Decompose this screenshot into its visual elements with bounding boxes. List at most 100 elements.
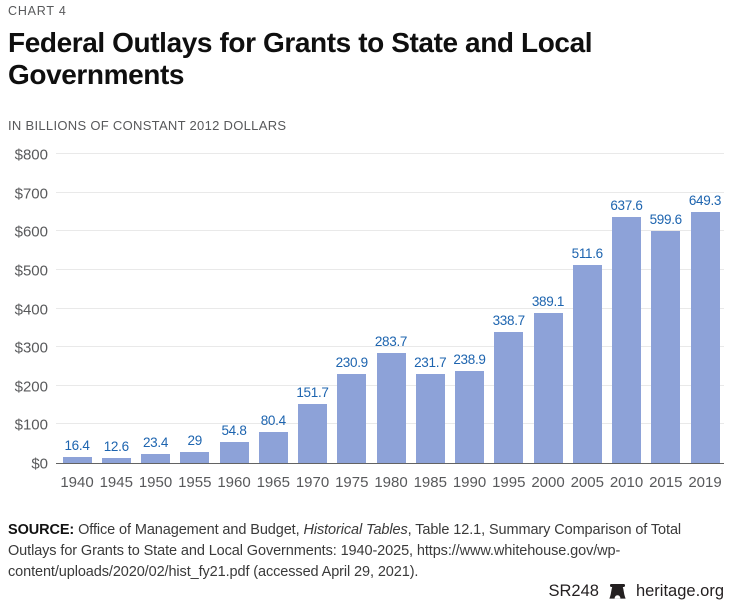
- bar-slot: 649.3: [688, 193, 722, 463]
- bar-value-label: 599.6: [649, 212, 683, 228]
- bar-value-label: 649.3: [688, 193, 722, 209]
- bar: [651, 231, 681, 463]
- bar-chart: 16.4 12.6 23.4 29 54.8 80.4 151.7 230.9 283.7 231…: [8, 148, 724, 472]
- bar-value-label: 80.4: [260, 412, 286, 428]
- bar: [494, 332, 524, 463]
- bar-value-label: 12.6: [103, 439, 129, 455]
- bar-slot: 12.6: [99, 439, 133, 463]
- x-axis-tick-label: 1955: [178, 474, 212, 491]
- bars-container: 16.4 12.6 23.4 29 54.8 80.4 151.7 230.9 283.7 231…: [60, 155, 722, 463]
- x-axis-tick-label: 1985: [413, 474, 447, 491]
- bar: [455, 370, 484, 463]
- bar-slot: 283.7: [374, 334, 408, 463]
- bar-value-label: 238.9: [453, 351, 486, 367]
- x-axis-tick-label: 1945: [99, 474, 133, 491]
- y-axis-tick-label: $200: [14, 378, 48, 396]
- gridline: [56, 153, 724, 154]
- x-axis-tick-label: 2000: [531, 474, 565, 491]
- x-axis-tick-label: 1980: [374, 474, 408, 491]
- bar: [219, 441, 249, 463]
- bar: [415, 373, 445, 463]
- bar-slot: 637.6: [610, 198, 644, 463]
- bar-slot: 23.4: [139, 435, 173, 463]
- report-id: SR248: [548, 582, 599, 600]
- x-axis-tick-label: 2005: [570, 474, 604, 491]
- bar-value-label: 16.4: [64, 437, 90, 453]
- chart-number: CHART 4: [8, 4, 67, 18]
- y-axis-tick-label: $400: [14, 301, 48, 318]
- bar: [612, 216, 641, 463]
- source-italic-title: Historical Tables: [303, 522, 408, 538]
- gridline: [56, 191, 724, 193]
- bar-slot: 238.9: [453, 352, 487, 463]
- bar: [101, 458, 131, 463]
- x-axis-tick-label: 2010: [609, 474, 644, 491]
- bar-value-label: 637.6: [610, 197, 643, 213]
- bar-slot: 231.7: [413, 355, 447, 463]
- x-axis-tick-label: 1960: [217, 474, 251, 491]
- bar-slot: 16.4: [60, 438, 94, 463]
- bar-value-label: 230.9: [335, 354, 369, 370]
- bar-slot: 389.1: [531, 294, 565, 463]
- y-axis-tick-label: $600: [14, 223, 48, 241]
- x-axis-tick-label: 2015: [649, 474, 683, 491]
- liberty-bell-icon: [608, 583, 627, 600]
- x-axis-labels: 1940 1945 1950 1955 1960 1965 1970 1975 1980 1985…: [8, 474, 724, 491]
- x-axis-tick-label: 1950: [138, 474, 173, 491]
- bar: [690, 212, 720, 463]
- gridline: [56, 268, 724, 270]
- bar: [337, 373, 367, 463]
- bar-value-label: 23.4: [142, 434, 169, 450]
- footer: SR248 heritage.org: [548, 582, 724, 601]
- bar-value-label: 54.8: [221, 422, 247, 438]
- bar: [180, 451, 210, 463]
- bar-slot: 599.6: [649, 212, 683, 463]
- source-note: SOURCE: Office of Management and Budget,…: [8, 520, 724, 583]
- source-text-before: Office of Management and Budget,: [74, 522, 304, 538]
- bar-slot: 230.9: [335, 355, 369, 463]
- x-axis-tick-label: 1975: [335, 474, 369, 491]
- bar-value-label: 231.7: [414, 354, 447, 370]
- y-axis-tick-label: $100: [14, 416, 48, 434]
- x-axis-tick-label: 1940: [60, 474, 94, 491]
- y-axis-tick-label: $800: [14, 146, 48, 164]
- gridline: [56, 346, 724, 348]
- bar: [572, 265, 602, 463]
- source-label: SOURCE:: [8, 522, 75, 538]
- bar-slot: 338.7: [492, 313, 526, 463]
- bar: [141, 453, 170, 463]
- bar-value-label: 511.6: [571, 246, 604, 262]
- bar-slot: 29: [178, 433, 212, 463]
- brand-link: heritage.org: [635, 582, 724, 600]
- bar-value-label: 29: [187, 432, 203, 448]
- bar: [258, 431, 288, 463]
- x-axis-tick-label: 1970: [295, 474, 330, 491]
- bar-slot: 80.4: [256, 413, 290, 463]
- bar-slot: 511.6: [570, 246, 604, 463]
- y-axis-tick-label: $700: [14, 185, 48, 203]
- bar-slot: 151.7: [296, 385, 330, 463]
- gridline: [56, 230, 724, 232]
- bar-value-label: 389.1: [531, 293, 565, 309]
- x-axis-tick-label: 1995: [492, 474, 526, 491]
- gridline: [56, 307, 724, 309]
- bar-value-label: 151.7: [296, 385, 329, 401]
- x-axis-tick-label: 2019: [688, 474, 722, 491]
- bar-value-label: 338.7: [492, 313, 526, 329]
- y-axis-tick-label: $0: [31, 455, 48, 473]
- bar: [533, 312, 563, 463]
- bar-slot: 54.8: [217, 423, 251, 463]
- source-text-after: , Table 12.1, Summary Comparison of Tota…: [8, 522, 682, 581]
- plot-area: 16.4 12.6 23.4 29 54.8 80.4 151.7 230.9 283.7 231…: [56, 153, 724, 464]
- bar-value-label: 283.7: [374, 334, 408, 350]
- y-axis-tick-label: $300: [14, 339, 48, 357]
- y-axis-tick-label: $500: [14, 262, 48, 280]
- bar: [298, 404, 327, 463]
- bar: [376, 353, 406, 463]
- page-title: Federal Outlays for Grants to State and …: [8, 27, 593, 90]
- x-axis-tick-label: 1965: [256, 474, 290, 491]
- x-axis-tick-label: 1990: [452, 474, 487, 491]
- chart-subtitle: IN BILLIONS OF CONSTANT 2012 DOLLARS: [8, 118, 287, 133]
- bar: [62, 456, 92, 463]
